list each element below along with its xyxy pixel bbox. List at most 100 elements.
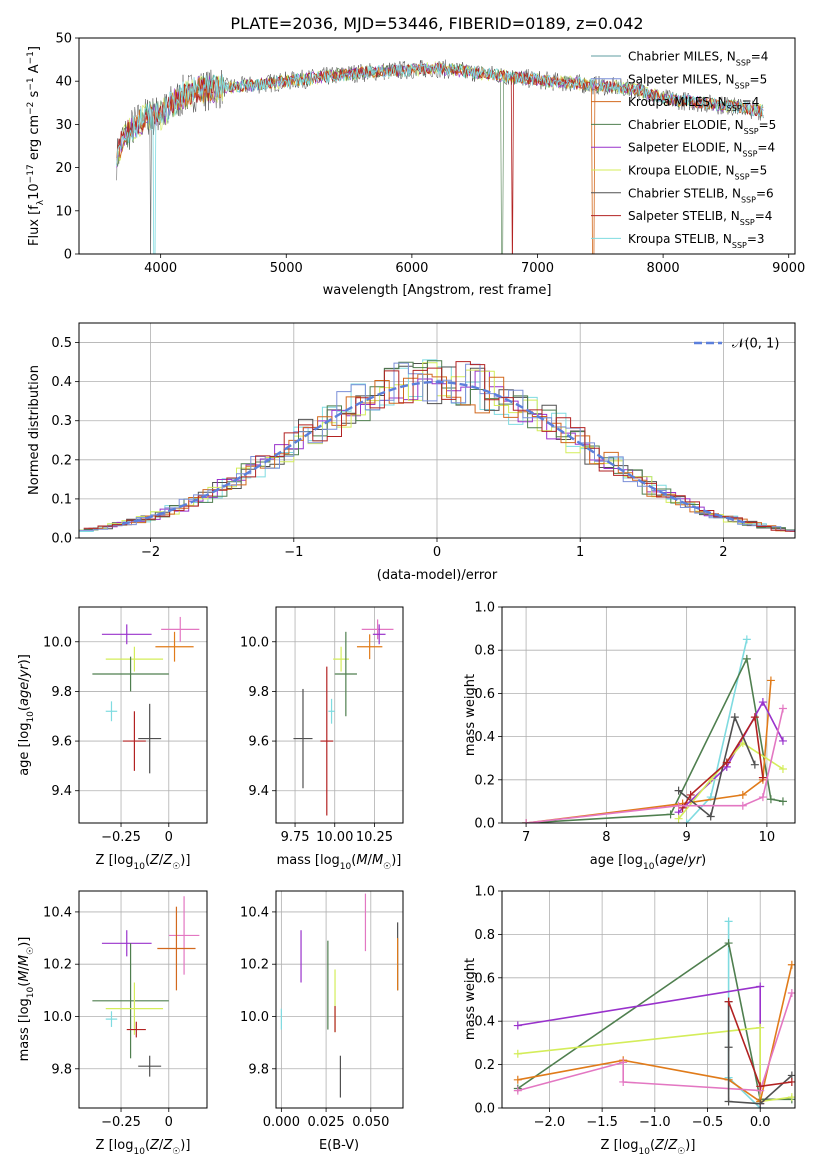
x-tick-label: 0.0 [750,1115,771,1130]
label-part: yr [687,853,703,868]
y-axis-label: age [log10(age/yr)] [17,654,36,776]
y-tick-label: 0.8 [474,644,495,659]
data-marker [724,917,733,926]
y-axis-label: mass [log10(M/M☉)] [17,937,36,1062]
y-tick-label: 9.4 [248,784,269,799]
data-marker [522,819,531,823]
y-tick-label: 10.2 [43,958,72,973]
label-part: Z [162,853,173,868]
label-part: ( [145,853,150,868]
data-marker [750,760,759,769]
y-tick-label: 10.4 [43,905,72,920]
label-part: Kroupa STELIB, N [628,232,732,246]
data-marker [730,713,739,722]
data-marker [756,1099,765,1108]
label-part: M [17,955,32,966]
y-tick-label: 0 [64,248,72,263]
y-tick-label: 0.0 [474,1102,495,1117]
data-marker [619,1077,628,1086]
plot-area [522,635,787,823]
y-tick-label: 9.6 [248,735,269,750]
plot-area [293,619,394,816]
histogram-step [79,362,795,533]
label-part: Chabrier ELODIE, N [628,118,744,132]
label-part: Chabrier STELIB, N [628,186,741,200]
y-tick-label: 40 [55,75,72,90]
legend-label: Chabrier STELIB, NSSP=6 [628,186,774,204]
x-tick-label: −0.25 [101,830,141,845]
label-part: Z [654,1138,665,1153]
data-marker [722,758,731,767]
label-part: ( [650,1138,655,1153]
y-tick-label: 9.8 [248,685,269,700]
y-tick-label: 10.0 [240,635,269,650]
axes-frame [78,37,796,255]
label-part: λ [36,199,46,205]
x-tick-label: 0.050 [352,1115,389,1130]
x-tick-label: 10.00 [316,830,353,845]
label-part: / [684,853,689,868]
y-tick-label: 0.0 [474,817,495,832]
y-axis-label: mass weight [463,674,478,756]
data-marker [706,812,715,821]
plot-area [513,917,795,1108]
label-part: / [368,853,373,868]
y-tick-label: 0.4 [474,1015,495,1030]
label-part: =4 [757,141,775,155]
data-marker [750,713,759,722]
data-marker [724,1097,733,1106]
x-tick-label: −2 [141,545,160,560]
x-tick-label: 5000 [270,261,303,276]
label-part: ( [17,982,32,987]
data-marker [513,1049,522,1058]
x-tick-label: 6000 [395,261,428,276]
label-part: =4 [751,50,769,64]
y-tick-label: 10.0 [240,1010,269,1025]
label-part: SSP [744,126,759,135]
label-part: −1 [26,77,36,90]
label-part: Z [log [96,853,134,868]
data-marker [758,793,767,802]
histogram-step [83,361,795,532]
label-part: 10 [340,862,352,872]
y-tick-label: 0.4 [474,730,495,745]
legend-label: Chabrier ELODIE, NSSP=5 [628,118,776,136]
label-part: Z [667,1138,678,1153]
label-part: 10 [26,711,36,723]
axes-frame [275,890,404,1109]
label-part: age [660,853,684,868]
x-axis-label: wavelength [Angstrom, rest frame] [323,283,552,298]
label-part: )] [17,654,32,664]
label-part: −1 [26,51,36,64]
axes-frame [78,606,208,824]
label-part: =5 [759,118,777,132]
label-part: ☉ [26,947,36,955]
x-tick-label: 9.75 [281,830,310,845]
y-tick-label: 0.2 [474,1058,495,1073]
x-tick-label: 9000 [772,261,805,276]
data-marker [742,654,751,663]
x-tick-label: 7000 [521,261,554,276]
label-part: age [log [17,723,32,776]
x-axis-label: Z [log10(Z/Z☉)] [96,853,191,872]
y-tick-label: 0.5 [51,336,72,351]
label-part: =4 [755,209,773,223]
label-part: 10 [26,986,36,998]
gaussian-curve [121,380,746,526]
label-part: SSP [740,218,755,227]
label-part: =4 [742,95,760,109]
y-tick-label: 0.1 [51,492,72,507]
y-tick-label: 50 [55,32,72,47]
label-part: / [159,1138,164,1153]
data-marker [513,1086,522,1095]
label-part: Kroupa ELODIE, N [628,164,735,178]
label-part: ) [701,853,706,868]
label-part: Z [149,853,160,868]
axes-frame [78,322,796,539]
x-tick-label: 9 [682,830,690,845]
data-marker [738,801,747,810]
data-marker [682,819,691,823]
